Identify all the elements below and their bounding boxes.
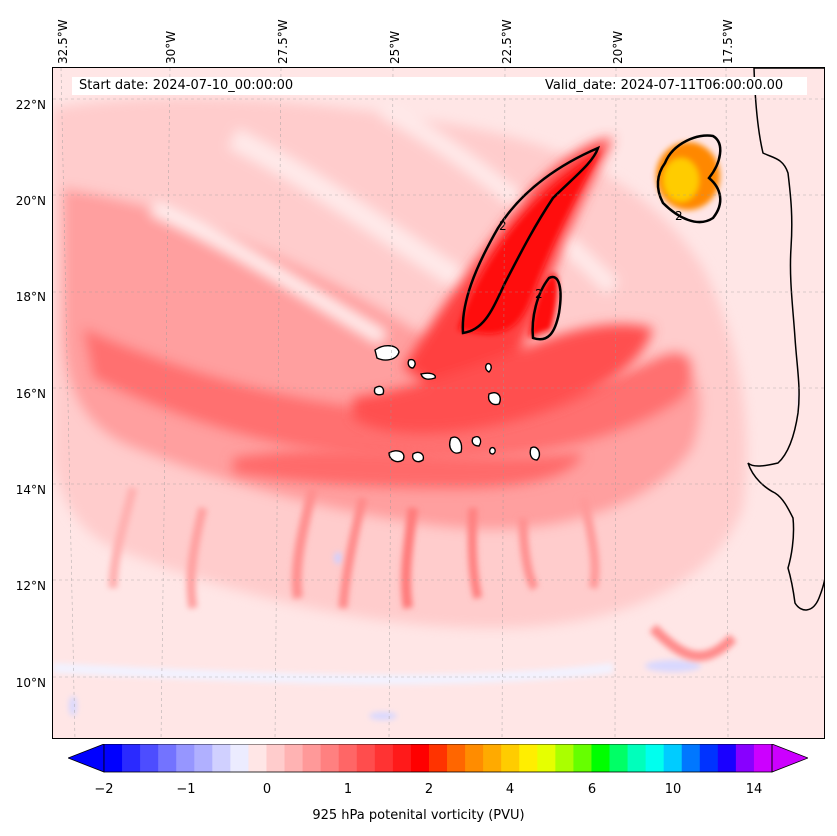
lat-label-20n: 20°N [15, 194, 46, 208]
colorbar-segment [645, 744, 665, 772]
colorbar-segment [374, 744, 394, 772]
date-info-bar [72, 77, 807, 95]
contour-labels: 2 2 2 [499, 209, 683, 301]
lat-label-12n: 12°N [15, 579, 46, 593]
colorbar-segment [717, 744, 737, 772]
colorbar-segment [753, 744, 773, 772]
colorbar-segment [122, 744, 141, 772]
lon-label-25w: 25°W [388, 30, 402, 64]
map-panel: 2 2 2 [52, 67, 825, 739]
colorbar-segment [302, 744, 322, 772]
lat-label-22n: 22°N [15, 98, 46, 112]
colorbar-tick-10: 10 [664, 782, 682, 797]
colorbar-segment [266, 744, 286, 772]
lat-label-10n: 10°N [15, 676, 46, 690]
colorbar-segment [537, 744, 556, 772]
colorbar-segment [104, 744, 123, 772]
africa-coastline [747, 68, 824, 611]
colorbar-segment [320, 744, 340, 772]
colorbar-tick-neg2: −2 [94, 782, 114, 797]
colorbar-tick-1: 1 [343, 782, 353, 797]
colorbar-segment [591, 744, 611, 772]
lat-label-14n: 14°N [15, 483, 46, 497]
pv-band-core [458, 142, 720, 338]
colorbar-segment [212, 744, 231, 772]
start-date-text: Start date: 2024-07-10_00:00:00 [79, 78, 294, 93]
lat-label-16n: 16°N [15, 387, 46, 401]
colorbar-segment [465, 744, 484, 772]
pv-field-map: 2 2 2 [53, 68, 824, 738]
colorbar-outline [103, 744, 773, 773]
colorbar-tick-2: 2 [424, 782, 434, 797]
colorbar-segment [627, 744, 647, 772]
pv-streaks-south [108, 486, 737, 661]
lon-label-27-5w: 27.5°W [276, 19, 290, 64]
lon-label-32-5w: 32.5°W [56, 19, 70, 64]
colorbar-tick-neg1: −1 [176, 782, 196, 797]
colorbar-segment [176, 744, 195, 772]
colorbar-segment [158, 744, 177, 772]
lat-label-18n: 18°N [15, 290, 46, 304]
lon-label-22-5w: 22.5°W [500, 19, 514, 64]
colorbar-segment [356, 744, 376, 772]
lon-label-30w: 30°W [164, 30, 178, 64]
colorbar-segment [194, 744, 213, 772]
colorbar [68, 744, 808, 773]
colorbar-segment [735, 744, 755, 772]
colorbar-segment [392, 744, 412, 772]
contour-label-3: 2 [675, 209, 683, 223]
cape-verde-islands [373, 345, 541, 463]
contour-label-2: 2 [535, 287, 543, 301]
graticule [53, 68, 824, 738]
colorbar-segment [483, 744, 502, 772]
colorbar-tick-14: 14 [745, 782, 763, 797]
colorbar-tick-0: 0 [262, 782, 272, 797]
colorbar-segment [248, 744, 267, 772]
colorbar-segment [573, 744, 592, 772]
colorbar-segment [447, 744, 466, 772]
colorbar-tick-6: 6 [587, 782, 597, 797]
lon-label-20w: 20°W [611, 30, 625, 64]
colorbar-segment [230, 744, 249, 772]
colorbar-segment [555, 744, 574, 772]
colorbar-tick-4: 4 [505, 782, 515, 797]
colorbar-extend-high [771, 744, 808, 773]
colorbar-segment [410, 744, 430, 772]
colorbar-segment [428, 744, 448, 772]
colorbar-label: 925 hPa potenital vorticity (PVU) [312, 808, 525, 823]
colorbar-segment [699, 744, 719, 772]
colorbar-segment [501, 744, 520, 772]
colorbar-segment [609, 744, 629, 772]
colorbar-segment [663, 744, 683, 772]
colorbar-segment [140, 744, 159, 772]
colorbar-segment [284, 744, 304, 772]
pv2-contours [461, 134, 722, 341]
colorbar-extend-low [68, 744, 105, 773]
valid-date-text: Valid_date: 2024-07-11T06:00:00.00 [545, 78, 784, 93]
colorbar-segment [519, 744, 538, 772]
contour-label-1: 2 [499, 219, 507, 233]
colorbar-segment [681, 744, 701, 772]
colorbar-segment [338, 744, 358, 772]
lon-label-17-5w: 17.5°W [721, 19, 735, 64]
